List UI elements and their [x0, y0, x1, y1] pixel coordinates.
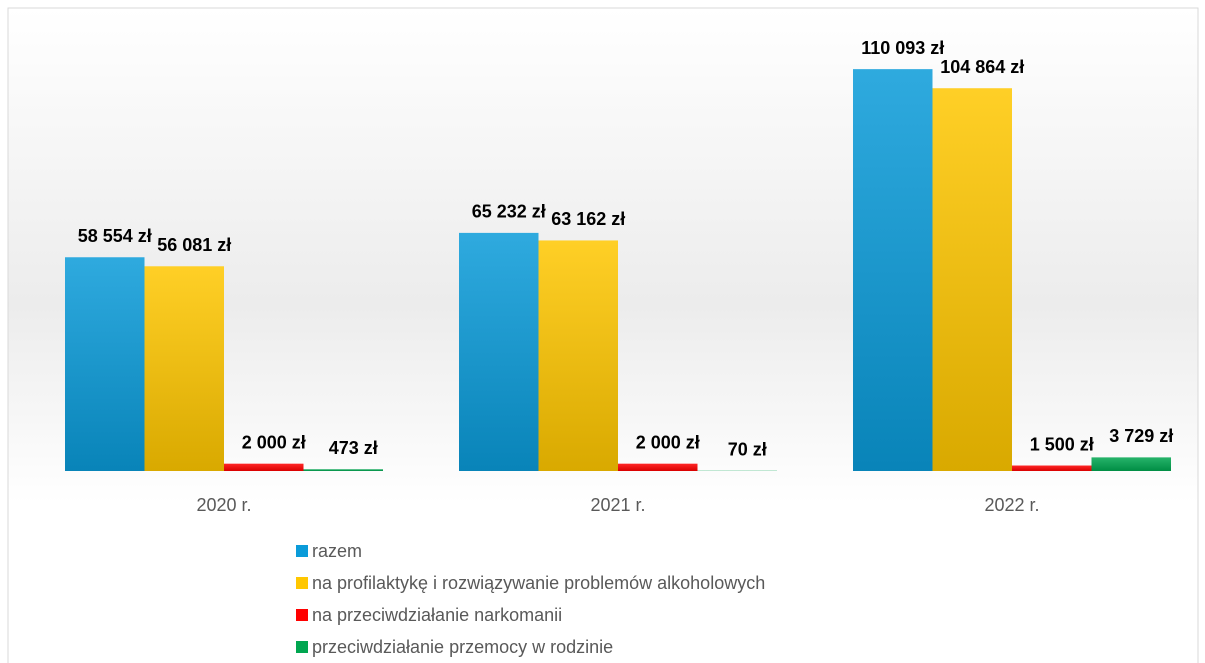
bar-shade — [853, 69, 933, 471]
bar-shade — [618, 463, 698, 471]
data-label: 473 zł — [329, 438, 378, 458]
bar-shade — [65, 257, 145, 471]
data-label: 70 zł — [728, 439, 767, 459]
data-label: 2 000 zł — [636, 432, 700, 452]
legend-swatch — [296, 545, 308, 557]
legend-label: na profilaktykę i rozwiązywanie problemó… — [312, 573, 765, 593]
legend-swatch — [296, 577, 308, 589]
data-label: 2 000 zł — [242, 432, 306, 452]
bar-shade — [459, 232, 539, 471]
data-label: 104 864 zł — [940, 57, 1024, 77]
bar-shade — [1091, 457, 1171, 471]
bar-shade — [144, 266, 224, 471]
data-label: 58 554 zł — [78, 226, 152, 246]
bar-shade — [538, 240, 618, 471]
legend-label: przeciwdziałanie przemocy w rodzinie — [312, 637, 613, 657]
x-tick-label: 2020 r. — [196, 495, 251, 515]
data-label: 110 093 zł — [861, 38, 944, 58]
legend-label: razem — [312, 541, 362, 561]
legend-swatch — [296, 641, 308, 653]
legend-label: na przeciwdziałanie narkomanii — [312, 605, 562, 625]
x-tick-label: 2022 r. — [984, 495, 1039, 515]
data-label: 63 162 zł — [551, 209, 625, 229]
bar-shade — [224, 463, 304, 471]
bar-shade — [303, 469, 383, 471]
x-tick-label: 2021 r. — [590, 495, 645, 515]
legend-swatch — [296, 609, 308, 621]
bar-shade — [932, 88, 1012, 471]
data-label: 3 729 zł — [1109, 426, 1173, 446]
data-label: 1 500 zł — [1030, 434, 1094, 454]
data-label: 65 232 zł — [472, 202, 546, 222]
data-label: 56 081 zł — [157, 235, 231, 255]
bar-shade — [1012, 465, 1092, 471]
